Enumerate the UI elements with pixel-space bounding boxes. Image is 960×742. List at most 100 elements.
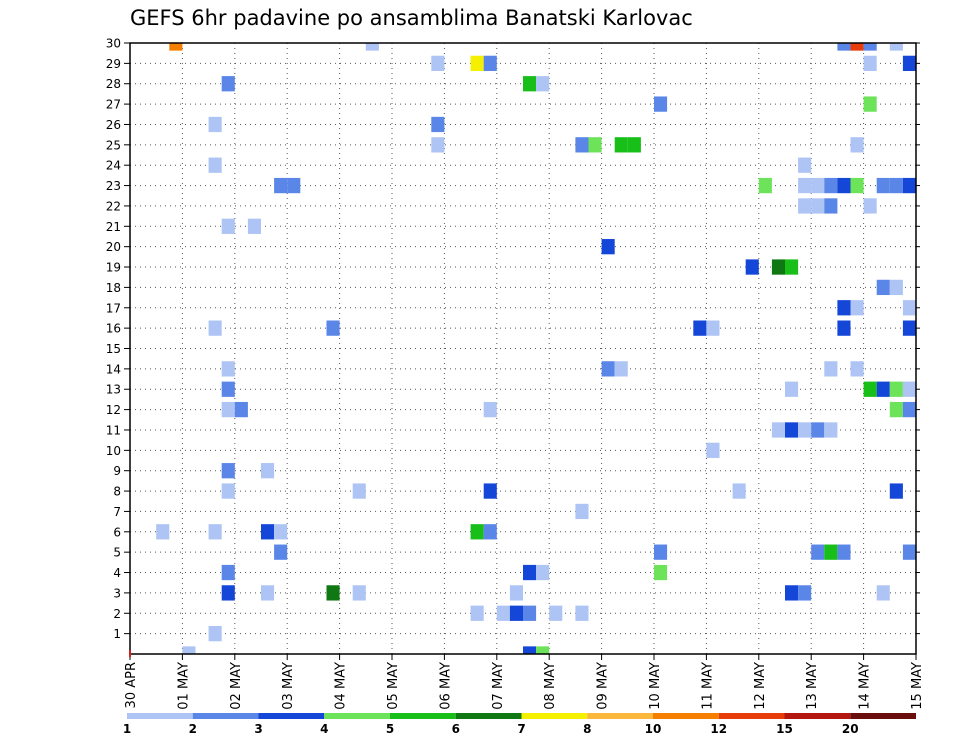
colorbar-segment: [455, 713, 522, 719]
heat-cell: [654, 96, 668, 112]
y-tick-label: 7: [113, 505, 121, 519]
colorbar-label: 6: [452, 722, 460, 736]
heat-cell: [785, 585, 799, 601]
heat-cell: [208, 116, 222, 133]
heat-cell: [863, 198, 877, 214]
heat-cell: [470, 605, 484, 621]
heat-cell: [863, 381, 877, 397]
y-tick-label: 29: [106, 57, 121, 71]
colorbar-label: 12: [710, 722, 727, 736]
y-tick-label: 30: [106, 37, 121, 51]
heat-cell: [509, 605, 523, 621]
heat-cell: [811, 177, 825, 194]
heat-cell: [261, 585, 275, 601]
colorbar-segment: [258, 713, 325, 719]
heat-cell: [575, 503, 589, 520]
heat-cell: [431, 116, 445, 133]
x-tick-label: 10 MAY: [648, 662, 663, 710]
heat-cell: [876, 177, 890, 194]
heat-cell: [588, 137, 602, 153]
heat-cell: [706, 442, 720, 458]
heat-cell: [287, 177, 301, 194]
colorbar-segment: [653, 713, 719, 719]
colorbar-label: 3: [254, 722, 262, 736]
y-tick-label: 13: [106, 383, 121, 397]
x-tick-label: 15 MAY: [910, 662, 925, 710]
heat-cell: [863, 96, 877, 112]
heat-cell: [811, 544, 825, 560]
heat-cell: [614, 361, 628, 377]
colorbar-segment: [390, 713, 456, 719]
heat-cell: [274, 177, 288, 194]
y-tick-label: 24: [106, 159, 121, 173]
heat-cell: [221, 76, 235, 92]
heat-cell: [798, 585, 812, 601]
colorbar-segment: [127, 713, 193, 719]
heat-cell: [261, 524, 275, 540]
heat-cell: [221, 381, 235, 397]
heat-cell: [889, 43, 903, 51]
y-tick-label: 9: [113, 464, 121, 478]
heat-cell: [837, 43, 851, 51]
y-tick-label: 26: [106, 118, 121, 132]
heat-cell: [863, 55, 877, 72]
colorbar-label: 5: [386, 722, 394, 736]
colorbar-segment: [521, 713, 588, 719]
heat-cell: [169, 43, 183, 51]
y-tick-label: 6: [113, 525, 121, 539]
y-tick-label: 19: [106, 261, 121, 275]
colorbar-segment: [587, 713, 653, 719]
heat-cell: [431, 137, 445, 153]
heat-cell: [483, 524, 497, 540]
heat-cell: [798, 422, 812, 438]
heat-cell: [863, 43, 877, 51]
heat-cell: [902, 544, 916, 560]
heat-cell: [536, 564, 550, 581]
heat-cell: [221, 361, 235, 377]
colorbar-label: 20: [842, 722, 859, 736]
y-tick-label: 8: [113, 485, 121, 499]
heat-cell: [365, 43, 379, 51]
heat-cell: [614, 137, 628, 153]
heat-cell: [549, 605, 563, 621]
heat-cell: [785, 422, 799, 438]
y-tick-label: 15: [106, 342, 121, 356]
heat-cell: [824, 544, 838, 560]
x-tick-label: 06 MAY: [438, 662, 453, 710]
heat-cell: [601, 361, 615, 377]
heat-cell: [902, 55, 916, 72]
heat-cell: [221, 401, 235, 418]
heat-cell: [470, 55, 484, 72]
heat-cell: [182, 646, 196, 654]
heat-cell: [326, 585, 340, 601]
heat-cell: [221, 463, 235, 479]
chart-title: GEFS 6hr padavine po ansamblima Banatski…: [130, 6, 693, 30]
heat-cell: [876, 279, 890, 296]
x-tick-label: 08 MAY: [543, 662, 558, 710]
y-tick-label: 25: [106, 138, 121, 152]
colorbar-label: 15: [776, 722, 793, 736]
x-tick-label: 04 MAY: [334, 662, 349, 710]
heat-cell: [483, 401, 497, 418]
colorbar-segment: [850, 713, 916, 719]
heat-cell: [470, 524, 484, 540]
y-tick-label: 3: [113, 586, 121, 600]
heat-cell: [221, 585, 235, 601]
heat-cell: [824, 177, 838, 194]
heat-cell: [221, 218, 235, 234]
x-tick-label: 30 APR: [124, 662, 139, 708]
colorbar-label: 10: [645, 722, 662, 736]
y-tick-label: 4: [113, 566, 121, 580]
x-tick-label: 12 MAY: [753, 662, 768, 710]
colorbar-segment: [784, 713, 851, 719]
y-tick-label: 5: [113, 546, 121, 560]
heat-cell: [889, 177, 903, 194]
y-tick-label: 14: [106, 362, 121, 376]
colorbar-label: 8: [583, 722, 591, 736]
heat-cell: [575, 137, 589, 153]
heat-cell: [824, 198, 838, 214]
heat-cell: [208, 320, 222, 336]
heat-cell: [156, 524, 170, 540]
colorbar-label: 1: [123, 722, 131, 736]
heat-cell: [745, 259, 759, 275]
